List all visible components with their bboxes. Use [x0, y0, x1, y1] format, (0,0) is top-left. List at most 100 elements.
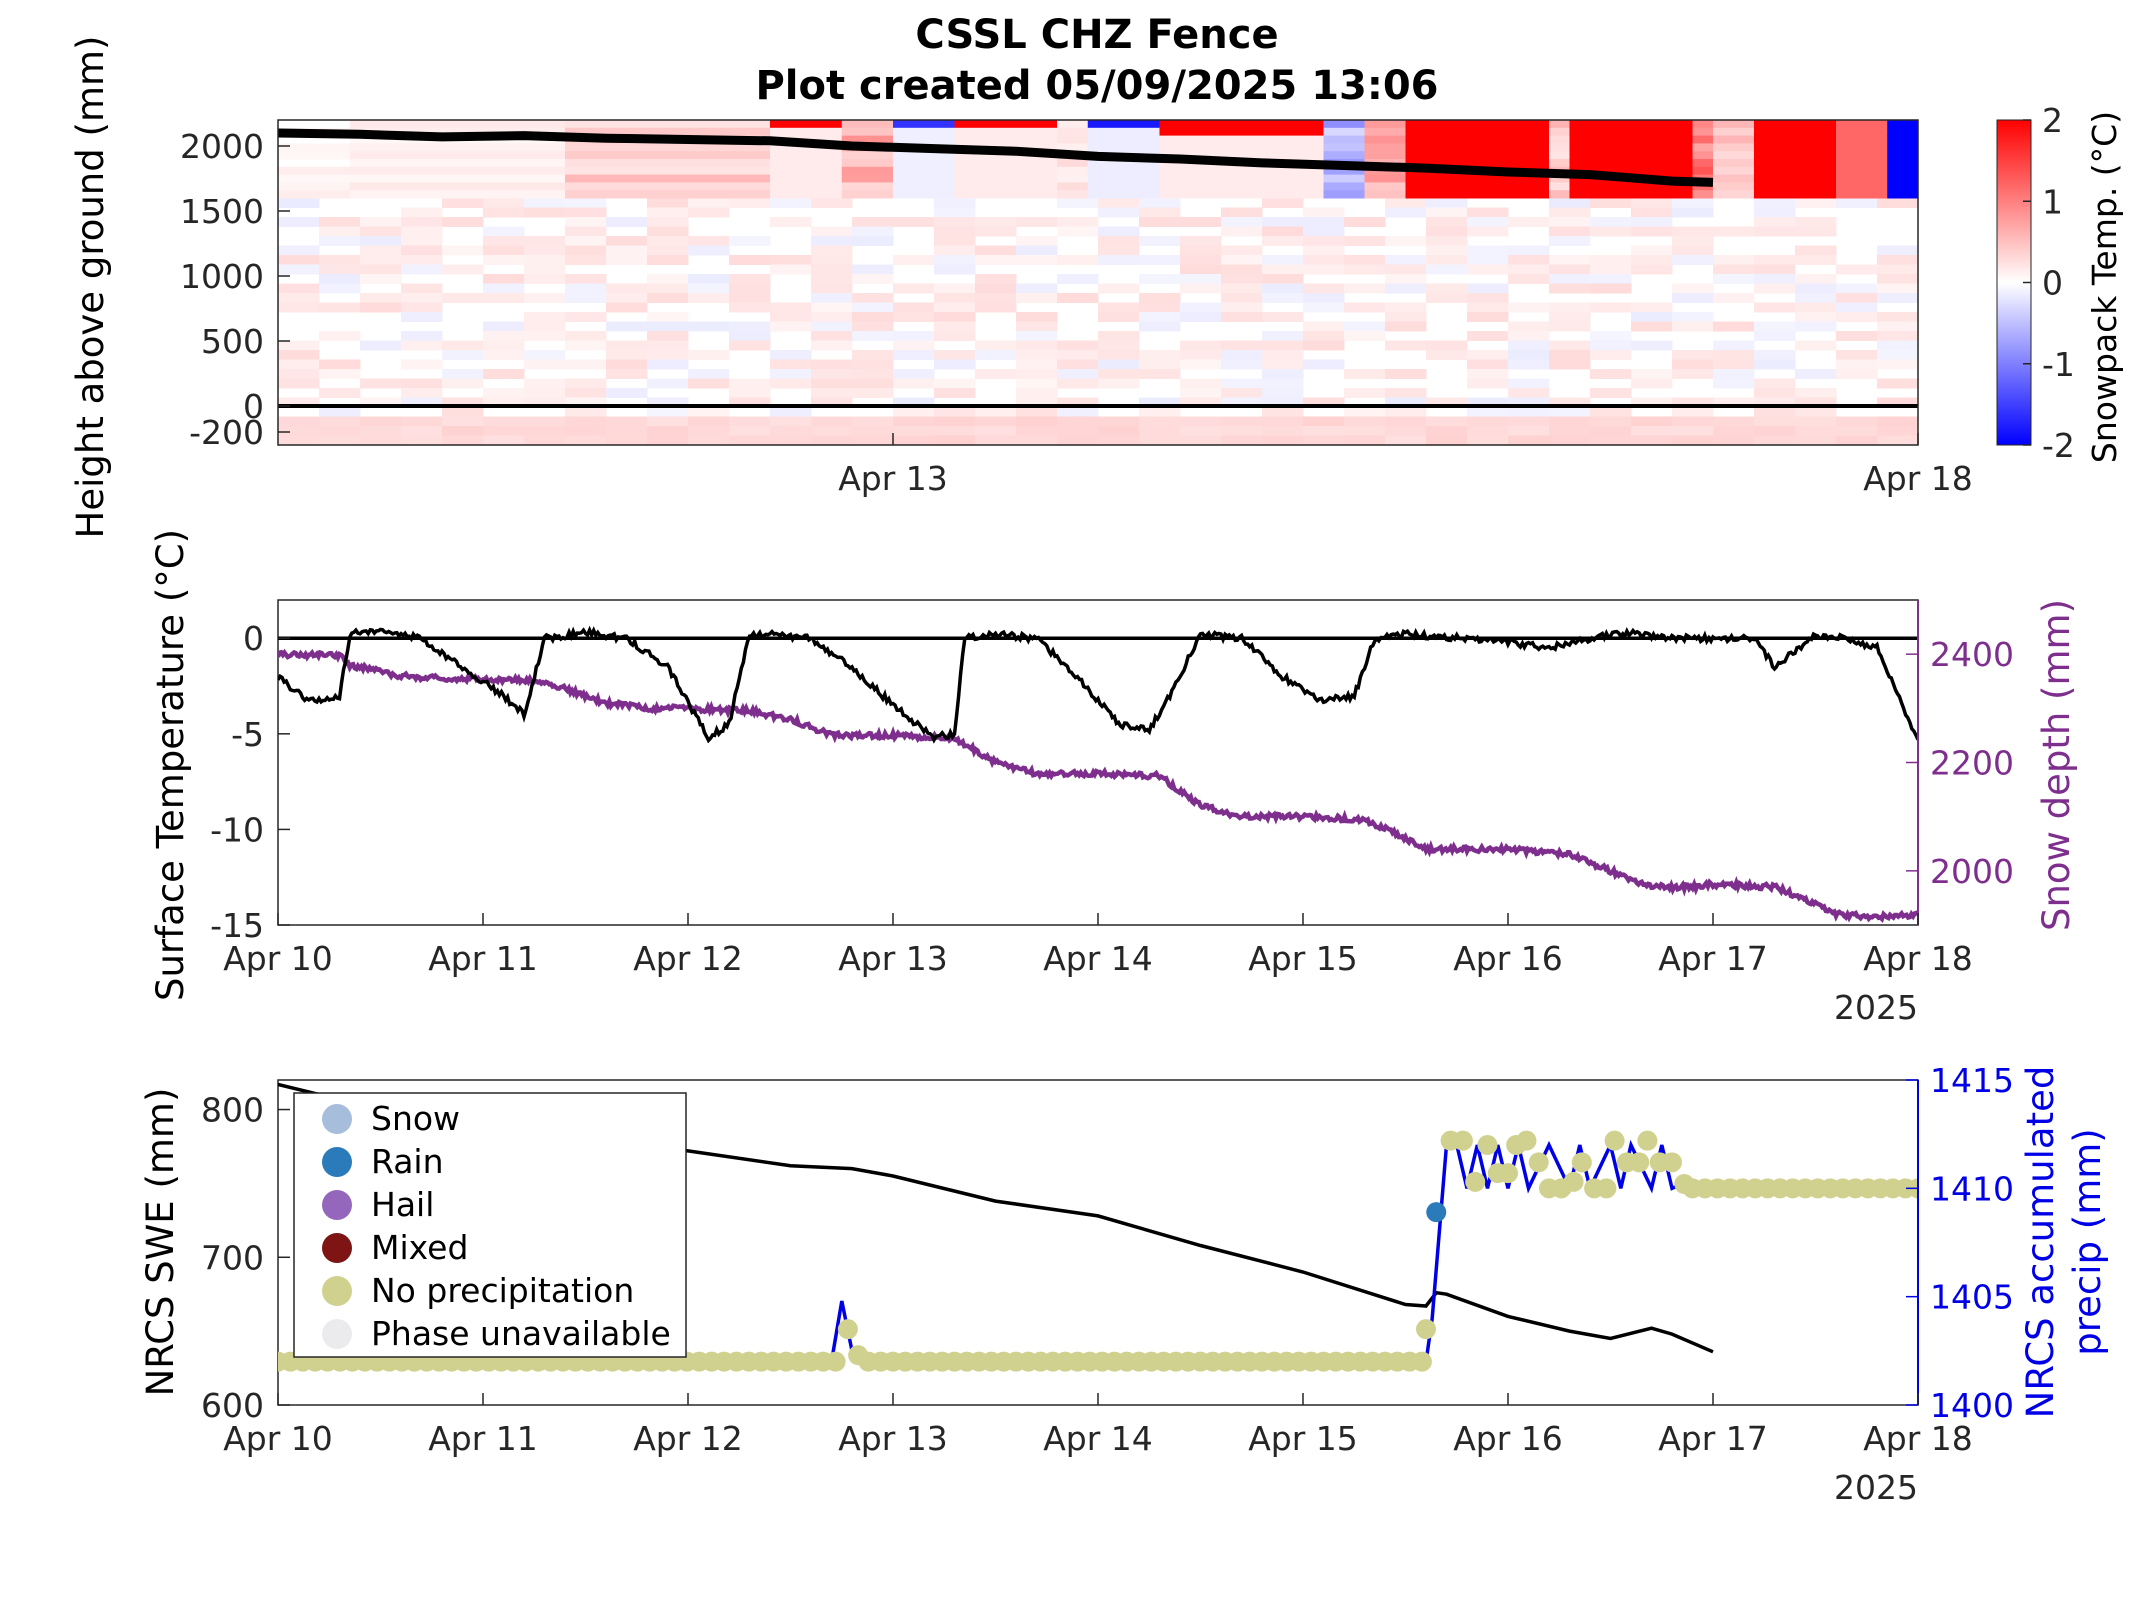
heatmap-cell: [852, 435, 894, 445]
temperature-x-tick-label: Apr 12: [633, 939, 743, 978]
swe-x-tick-label: Apr 13: [838, 1419, 948, 1458]
heatmap-cell: [1262, 435, 1304, 445]
temperature-y-tick-label: -10: [210, 810, 264, 849]
heatmap-cell: [1180, 416, 1222, 427]
heatmap-cell: [1098, 255, 1140, 265]
heatmap-cell: [442, 378, 484, 389]
heatmap-cell: [934, 378, 976, 389]
heatmap-cell: [360, 302, 402, 313]
heatmap-cell: [1262, 426, 1304, 436]
heatmap-cell: [1057, 274, 1099, 284]
heatmap-cell: [1098, 236, 1140, 246]
heatmap-cell: [319, 264, 361, 275]
heatmap-cell: [1385, 407, 1427, 417]
heatmap-cell: [1795, 397, 1837, 408]
heatmap-cell: [811, 255, 853, 265]
heatmap-cell: [1262, 350, 1304, 360]
heatmap-cell: [565, 236, 607, 246]
heatmap-cell: [1508, 255, 1550, 265]
heatmap-cell: [1221, 416, 1263, 427]
heatmap-cell: [1590, 350, 1632, 360]
heatmap-cell: [1057, 369, 1099, 379]
heatmap-cell: [1754, 207, 1796, 218]
heatmap-cell: [1303, 264, 1345, 275]
heatmap-cell: [1795, 293, 1837, 303]
heatmap-cell: [360, 426, 402, 436]
heatmap-cell: [852, 359, 894, 370]
heatmap-cell: [1303, 359, 1345, 370]
heatmap-cell: [442, 350, 484, 360]
heatmap-cell: [524, 321, 566, 332]
heatmap-cell: [1754, 359, 1796, 370]
heatmap-cell: [1467, 217, 1509, 227]
heatmap-cell: [1180, 302, 1222, 313]
phase-point-no-precipitation: [1571, 1152, 1592, 1173]
heatmap-cell: [1549, 302, 1591, 313]
heatmap-cell: [811, 340, 853, 351]
heatmap-cell: [1754, 127, 1837, 137]
heatmap-cell: [1836, 283, 1878, 294]
heatmap-cell: [1754, 435, 1796, 445]
heatmap-cell: [1467, 283, 1509, 294]
heatmap-cell: [1590, 255, 1632, 265]
heatmap-cell: [1877, 331, 1918, 341]
heatmap-cell: [1754, 151, 1837, 160]
phase-point-no-precipitation: [1604, 1130, 1625, 1151]
heatmap-cell: [1262, 236, 1304, 246]
heatmap-cell: [1836, 369, 1878, 379]
heatmap-cell: [1016, 340, 1058, 351]
heatmap-cell: [442, 369, 484, 379]
heatmap-cell: [1836, 331, 1878, 341]
snow-surface-line: [277, 128, 1714, 187]
heatmap-cell: [1713, 143, 1755, 152]
heatmap-cell: [954, 182, 1058, 191]
heatmap-cell: [1508, 397, 1550, 408]
heatmap-cell: [1057, 255, 1099, 265]
heatmap-cell: [1057, 416, 1099, 427]
heatmap-cell: [893, 331, 935, 341]
heatmap-cell: [893, 312, 935, 322]
heatmap-cell: [811, 397, 853, 408]
heatmap-cell: [1467, 255, 1509, 265]
heatmap-cell: [483, 340, 525, 351]
heatmap-cell: [1098, 245, 1140, 256]
heatmap-cell: [1836, 159, 1888, 168]
heatmap-cell: [1590, 198, 1632, 208]
heatmap-cell: [770, 190, 843, 199]
heatmap-cell: [1887, 166, 1918, 176]
heatmap-cell: [770, 159, 843, 168]
heatmap-cell: [1754, 416, 1796, 427]
heatmap-cell: [1159, 151, 1324, 160]
heatmap-cell: [1385, 274, 1427, 284]
heatmap-cell: [1426, 255, 1468, 265]
heatmap-cell: [852, 416, 894, 427]
heatmap-cell: [1467, 435, 1509, 445]
heatmap-cell: [1713, 397, 1755, 408]
heatmap-cell: [1139, 435, 1181, 445]
heatmap-cell: [1508, 435, 1550, 445]
heatmap-cell: [1795, 407, 1837, 417]
heatmap-cell: [647, 426, 689, 436]
heatmap-cell: [565, 274, 607, 284]
heatmap-cell: [1631, 255, 1673, 265]
heatmap-cell: [401, 359, 443, 370]
heatmap-cell: [1405, 151, 1550, 160]
heatmap-cell: [606, 217, 648, 227]
heatmap-cell: [934, 283, 976, 294]
heatmap-cell: [565, 407, 607, 417]
heatmap-cell: [442, 435, 484, 445]
heatmap-cell: [1631, 369, 1673, 379]
heatmap-cell: [1221, 255, 1263, 265]
heatmap-cell: [1262, 283, 1304, 294]
heatmap-cell: [729, 397, 771, 408]
heatmap-cell: [360, 378, 402, 389]
legend-marker-rain: [322, 1147, 352, 1177]
heatmap-cell: [1549, 236, 1591, 246]
legend-label: Hail: [371, 1185, 434, 1224]
heatmap-cell: [1016, 388, 1058, 398]
phase-point-rain: [1426, 1202, 1447, 1223]
temperature-x-ticks: Apr 10 Apr 11 Apr 12 Apr 13 Apr 14 Apr 15 Apr …: [223, 913, 1973, 978]
heatmap-cell: [401, 435, 443, 445]
